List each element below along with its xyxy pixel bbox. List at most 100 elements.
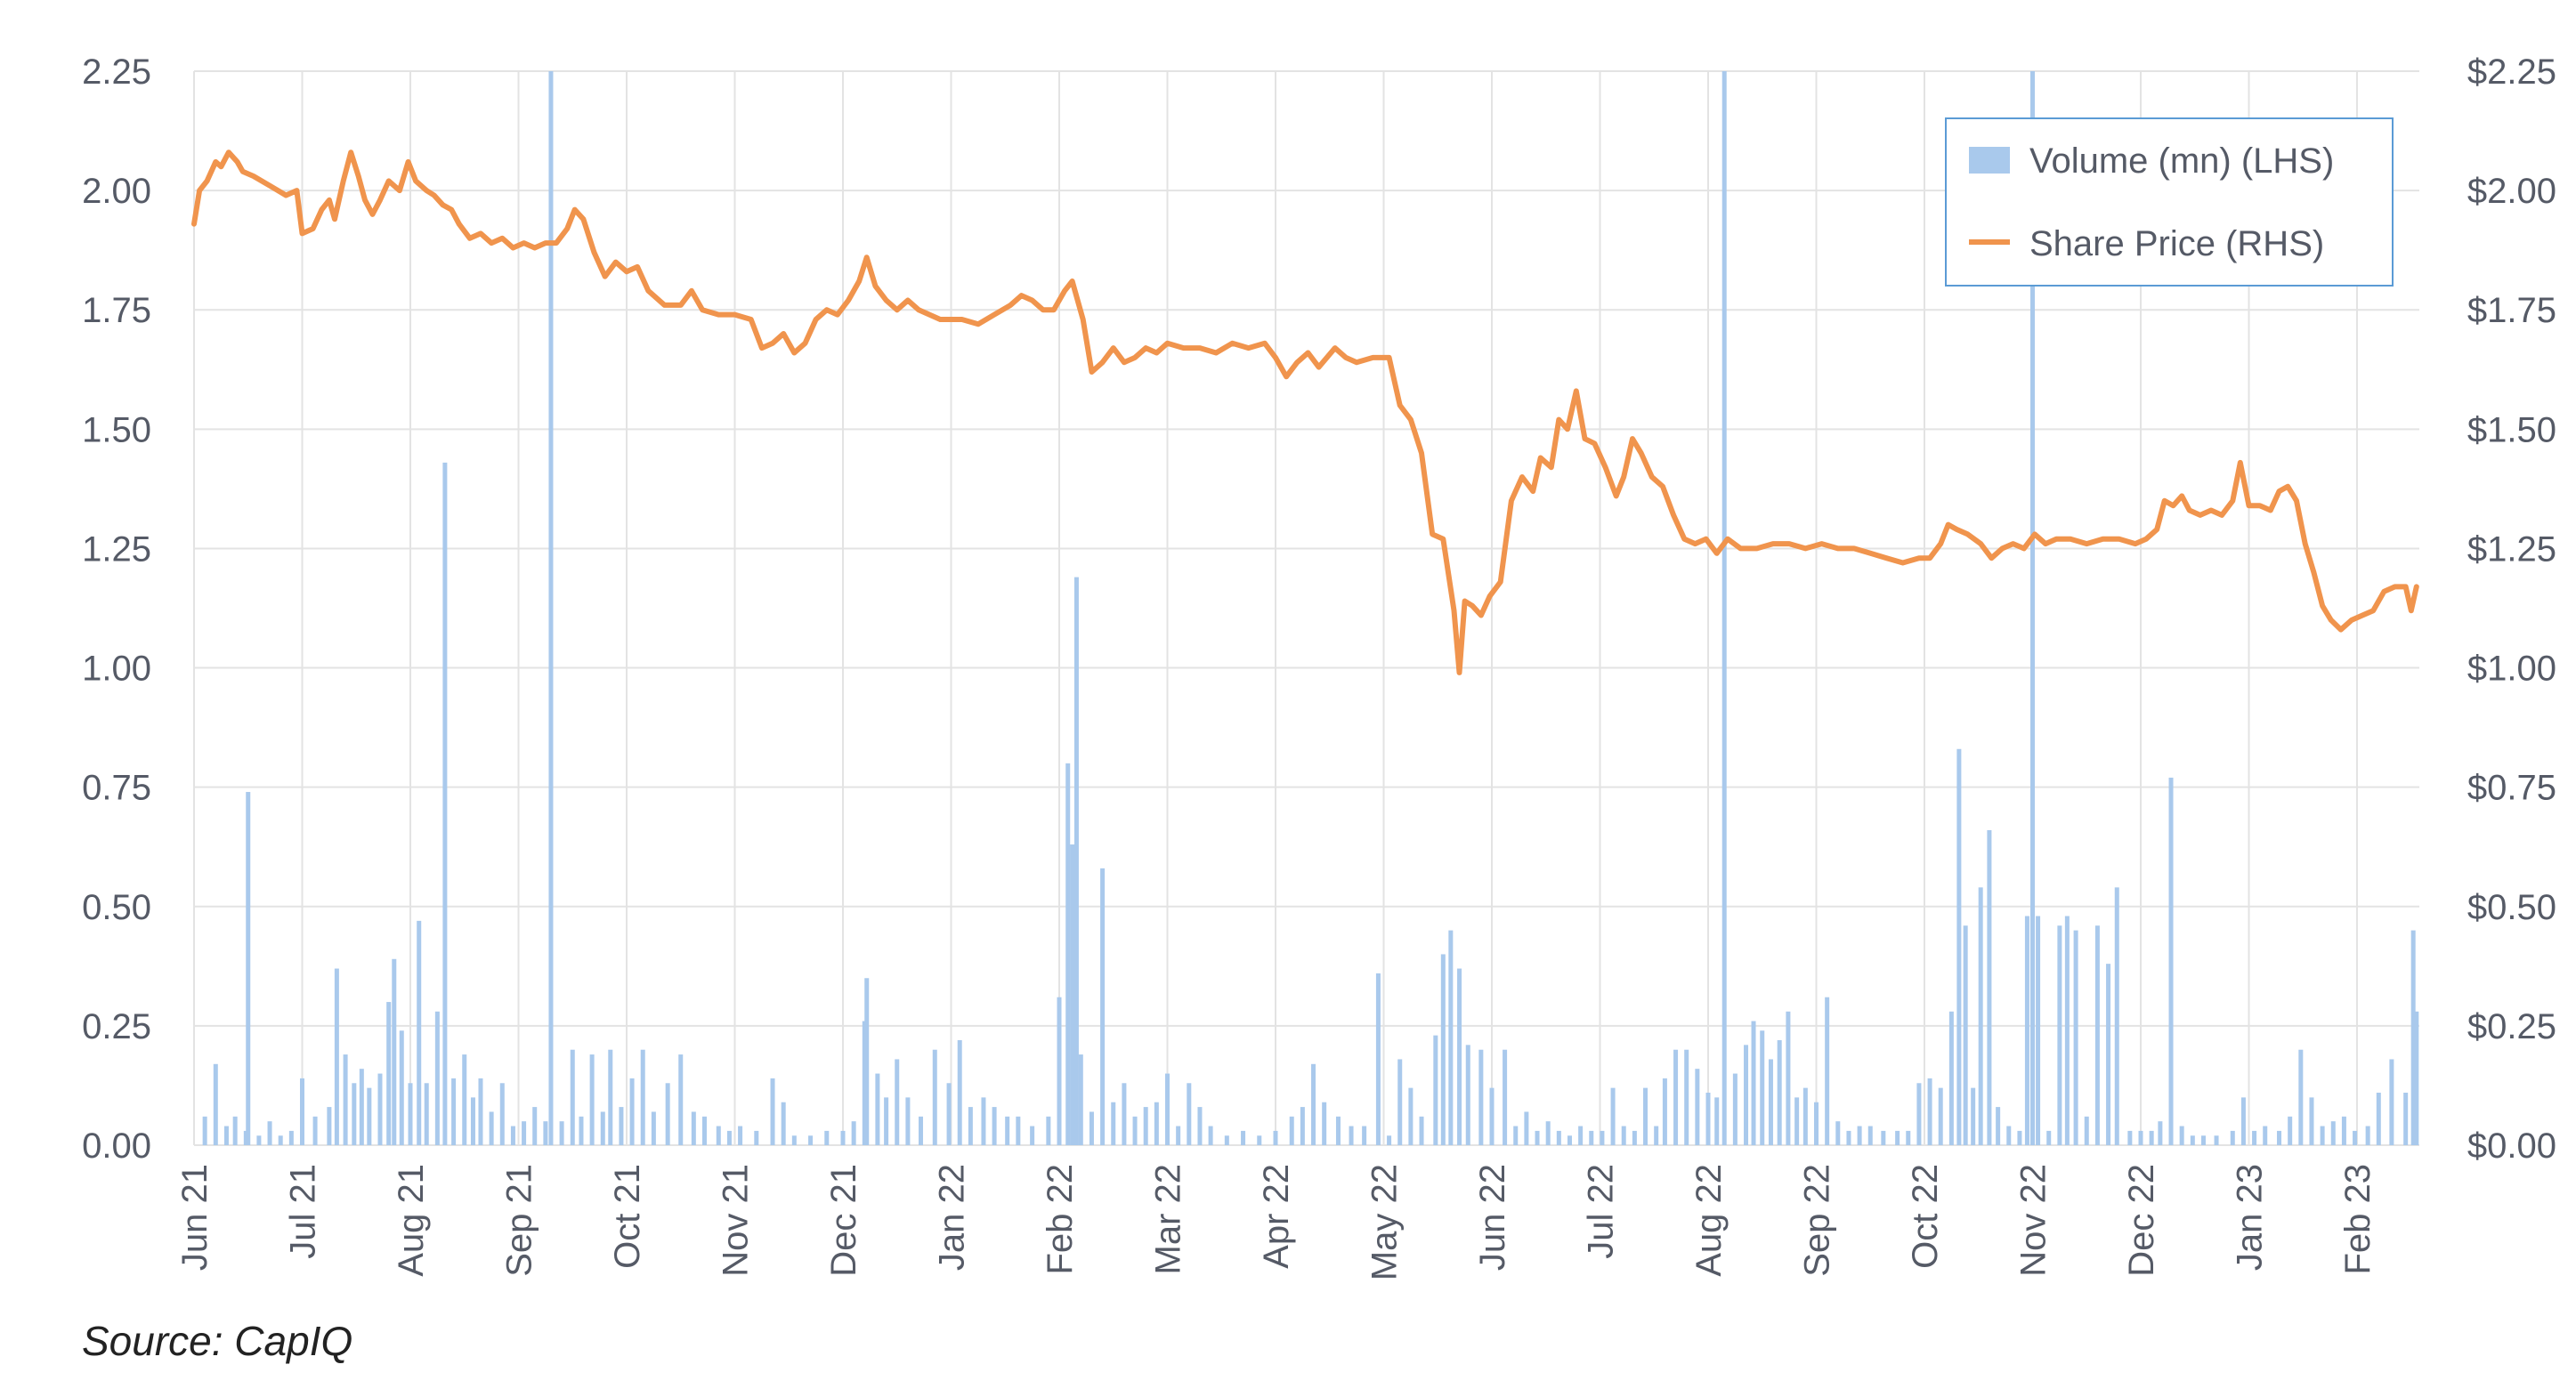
volume-bar <box>932 1049 937 1145</box>
volume-bar <box>1589 1130 1594 1145</box>
volume-bar <box>510 1126 515 1145</box>
x-tick-label: Feb 22 <box>1041 1164 1080 1275</box>
volume-bar <box>1794 1097 1800 1145</box>
volume-bar <box>1187 1083 1192 1145</box>
volume-bar <box>2414 1011 2419 1145</box>
volume-bar <box>1567 1135 1572 1145</box>
volume-bar <box>2030 71 2035 1145</box>
volume-bar <box>1311 1063 1316 1145</box>
volume-bar <box>202 1116 207 1145</box>
volume-bar <box>1881 1130 1886 1145</box>
volume-bar <box>1089 1111 1094 1145</box>
volume-bar <box>619 1107 624 1145</box>
volume-bar <box>1938 1087 1943 1145</box>
left-tick-label: 2.00 <box>82 172 151 211</box>
volume-bar <box>1335 1116 1341 1145</box>
volume-bar <box>417 920 422 1145</box>
volume-bar <box>981 1097 986 1145</box>
x-tick-label: Aug 21 <box>392 1164 431 1277</box>
volume-bar <box>1744 1045 1749 1145</box>
x-tick-label: Dec 21 <box>824 1164 863 1277</box>
volume-bar <box>968 1107 973 1145</box>
volume-bar <box>2190 1135 2195 1145</box>
volume-bar <box>1057 997 1062 1145</box>
volume-bar <box>1465 1045 1470 1145</box>
volume-bar <box>1143 1107 1148 1145</box>
volume-bar <box>2179 1126 2184 1145</box>
left-tick-label: 1.50 <box>82 410 151 449</box>
volume-bar <box>2214 1135 2219 1145</box>
volume-bar <box>462 1054 467 1145</box>
volume-bars <box>202 71 2419 1145</box>
left-tick-label: 0.50 <box>82 888 151 927</box>
volume-bar <box>1375 973 1381 1145</box>
volume-bar <box>1971 1087 1976 1145</box>
volume-bar <box>359 1069 364 1145</box>
volume-bar <box>2410 930 2416 1145</box>
volume-bar <box>1419 1116 1424 1145</box>
volume-bar <box>2168 777 2174 1145</box>
volume-bar <box>312 1116 318 1145</box>
volume-bar <box>327 1107 332 1145</box>
volume-bar <box>1777 1039 1782 1145</box>
volume-bar <box>2376 1092 2381 1145</box>
x-tick-label: Sep 21 <box>500 1164 539 1277</box>
volume-bar <box>2046 1130 2052 1145</box>
volume-bar <box>1556 1130 1561 1145</box>
volume-bar <box>1610 1087 1616 1145</box>
volume-bar <box>640 1049 645 1145</box>
volume-bar <box>2024 916 2029 1145</box>
volume-bar <box>367 1087 372 1145</box>
right-tick-label: $1.25 <box>2467 529 2556 569</box>
volume-bar <box>2094 925 2100 1145</box>
x-tick-label: Nov 21 <box>717 1164 756 1277</box>
left-tick-label: 0.25 <box>82 1007 151 1046</box>
volume-bar <box>2341 1116 2346 1145</box>
volume-bar <box>1760 1030 1765 1145</box>
volume-bar <box>1165 1073 1170 1145</box>
x-tick-label: Jul 22 <box>1582 1164 1621 1259</box>
volume-bar <box>1545 1121 1551 1145</box>
volume-bar <box>1705 1092 1711 1145</box>
volume-bar <box>2320 1126 2325 1145</box>
volume-bar <box>1578 1126 1584 1145</box>
volume-bar <box>213 1063 218 1145</box>
volume-bar <box>470 1097 475 1145</box>
volume-bar <box>2106 964 2111 1145</box>
volume-bar <box>499 1083 505 1145</box>
volume-bar <box>691 1111 696 1145</box>
volume-bar <box>957 1039 962 1145</box>
volume-bar <box>2073 930 2078 1145</box>
volume-bar <box>1122 1083 1127 1145</box>
volume-bar <box>522 1121 527 1145</box>
volume-bar <box>2389 1059 2394 1145</box>
volume-bar <box>1111 1102 1116 1145</box>
right-tick-label: $1.50 <box>2467 410 2556 449</box>
x-axis: Jun 21 Jul 21 Aug 21 Sep 21 Oct 21 Nov 21 Dec … <box>175 1164 2378 1280</box>
volume-bar <box>2330 1121 2336 1145</box>
volume-bar <box>1154 1102 1159 1145</box>
volume-bar <box>1224 1135 1229 1145</box>
volume-bar <box>1176 1126 1181 1145</box>
volume-bar <box>2403 1092 2409 1145</box>
right-tick-label: $0.75 <box>2467 769 2556 808</box>
volume-bar <box>665 1083 670 1145</box>
volume-bar <box>232 1116 238 1145</box>
volume-bar <box>2252 1130 2257 1145</box>
volume-bar <box>2240 1097 2246 1145</box>
x-tick-label: Nov 22 <box>2014 1164 2054 1277</box>
volume-bar <box>246 792 251 1145</box>
volume-bar <box>1802 1087 1808 1145</box>
volume-bar <box>424 1083 429 1145</box>
volume-bar <box>770 1078 775 1145</box>
volume-bar <box>992 1107 997 1145</box>
volume-bar <box>543 1121 548 1145</box>
volume-bar <box>824 1130 830 1145</box>
volume-bar <box>1714 1097 1720 1145</box>
legend-volume-swatch <box>1969 147 2010 174</box>
right-axis: $0.00 $0.25 $0.50 $0.75 $1.00 $1.25 $1.50 $1.75… <box>2467 52 2556 1166</box>
volume-bar <box>1927 1078 1932 1145</box>
volume-bar <box>1867 1126 1873 1145</box>
volume-bar <box>1948 1011 1954 1145</box>
